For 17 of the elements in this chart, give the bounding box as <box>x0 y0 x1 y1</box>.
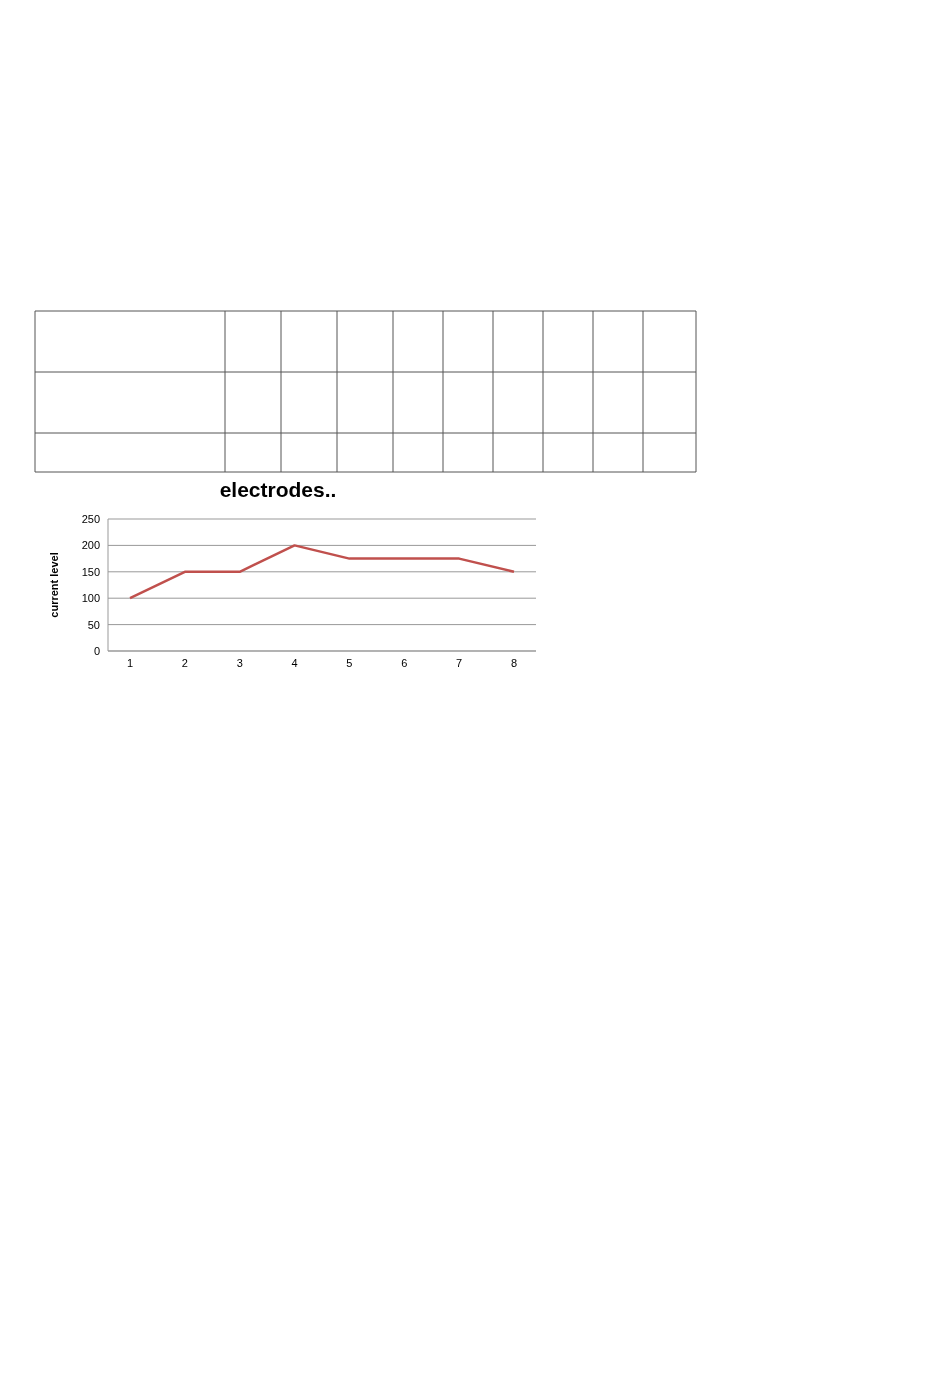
y-tick-label: 0 <box>93 644 100 657</box>
y-tick-label: 50 <box>87 618 100 631</box>
y-axis-title: current level <box>47 552 60 618</box>
x-tick-label: 5 <box>346 656 353 669</box>
y-tick-label: 200 <box>81 539 100 552</box>
y-tick-label: 100 <box>81 592 100 605</box>
x-tick-label: 6 <box>401 656 408 669</box>
x-tick-label: 2 <box>181 656 188 669</box>
x-tick-label: 4 <box>291 656 298 669</box>
y-tick-label: 250 <box>81 512 100 525</box>
chart-title: electrodes.. <box>218 478 338 502</box>
x-tick-label: 8 <box>510 656 518 669</box>
y-tick-label: 150 <box>81 565 100 578</box>
x-tick-label: 3 <box>236 656 243 669</box>
x-tick-label: 1 <box>126 656 134 669</box>
x-tick-label: 7 <box>456 656 463 669</box>
line-series <box>128 544 516 600</box>
